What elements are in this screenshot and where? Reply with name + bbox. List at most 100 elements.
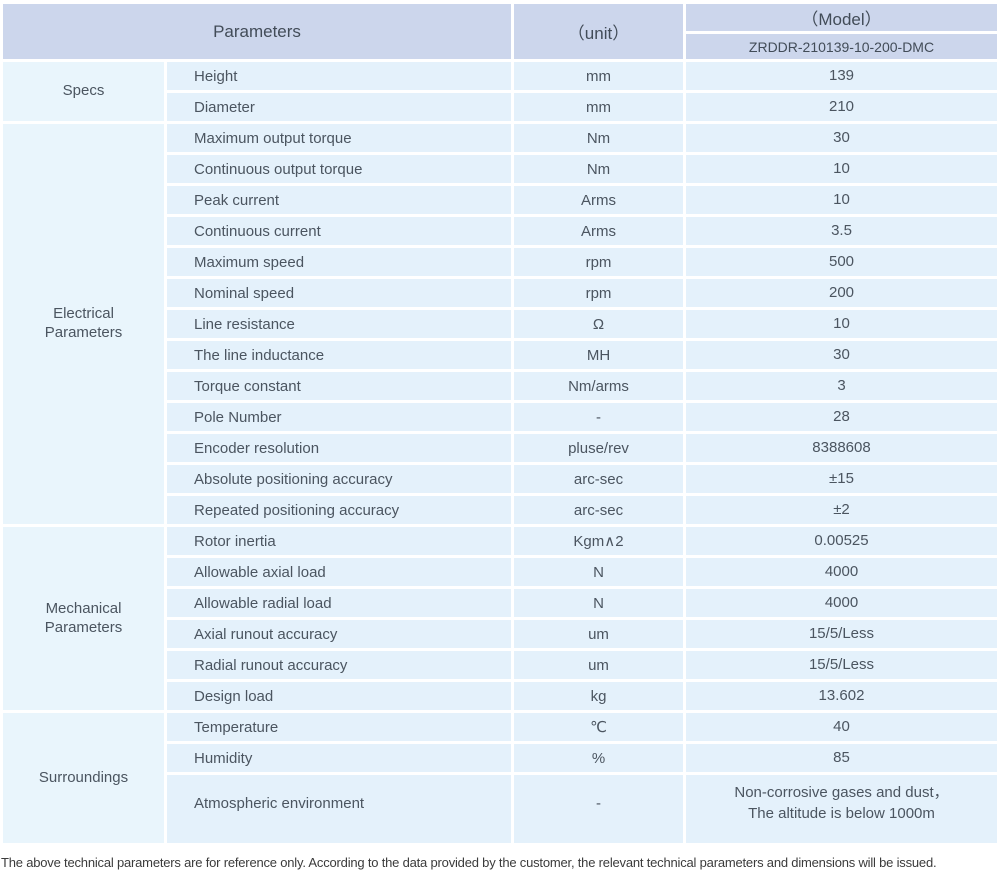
param-value: 15/5/Less	[686, 620, 997, 648]
table-row: Continuous current Arms 3.5	[3, 217, 997, 245]
param-name: Absolute positioning accuracy	[167, 465, 511, 493]
table-row: Allowable axial load N 4000	[3, 558, 997, 586]
table-body: Specs Height mm 139 Diameter mm 210 Electrical …	[3, 62, 997, 843]
param-value: 30	[686, 124, 997, 152]
param-name: Nominal speed	[167, 279, 511, 307]
param-unit: rpm	[514, 279, 683, 307]
table-header: Parameters （unit） （Model） ZRDDR-210139-1…	[3, 4, 997, 59]
param-value: 40	[686, 713, 997, 741]
footer-note: The above technical parameters are for r…	[1, 855, 937, 870]
table-row: Allowable radial load N 4000	[3, 589, 997, 617]
param-name: Humidity	[167, 744, 511, 772]
param-value: 10	[686, 310, 997, 338]
param-name: Allowable radial load	[167, 589, 511, 617]
table-row: Peak current Arms 10	[3, 186, 997, 214]
param-unit: Nm/arms	[514, 372, 683, 400]
header-parameters: Parameters	[3, 4, 511, 59]
table-row: Line resistance Ω 10	[3, 310, 997, 338]
section-label-mechanical: Mechanical Parameters	[3, 527, 164, 710]
param-unit: N	[514, 589, 683, 617]
param-name: Continuous current	[167, 217, 511, 245]
param-unit: -	[514, 403, 683, 431]
param-value: 85	[686, 744, 997, 772]
param-value: ±2	[686, 496, 997, 524]
param-value: 13.602	[686, 682, 997, 710]
param-value: 3.5	[686, 217, 997, 245]
param-value: 210	[686, 93, 997, 121]
param-value: 28	[686, 403, 997, 431]
param-unit: N	[514, 558, 683, 586]
param-value: 10	[686, 155, 997, 183]
spec-table: Parameters （unit） （Model） ZRDDR-210139-1…	[0, 1, 1000, 846]
param-unit: Kgm∧2	[514, 527, 683, 555]
param-unit: Arms	[514, 186, 683, 214]
param-value: 30	[686, 341, 997, 369]
param-unit: Arms	[514, 217, 683, 245]
param-value: Non-corrosive gases and dust， The altitu…	[686, 775, 997, 843]
param-unit: um	[514, 651, 683, 679]
header-row-top: Parameters （unit） （Model）	[3, 4, 997, 59]
param-name: Rotor inertia	[167, 527, 511, 555]
param-name: Height	[167, 62, 511, 90]
param-name: Maximum speed	[167, 248, 511, 276]
param-name: Axial runout accuracy	[167, 620, 511, 648]
param-unit: pluse/rev	[514, 434, 683, 462]
table-row: Radial runout accuracy um 15/5/Less	[3, 651, 997, 679]
table-row: Encoder resolution pluse/rev 8388608	[3, 434, 997, 462]
param-unit: rpm	[514, 248, 683, 276]
param-value: ±15	[686, 465, 997, 493]
header-unit: （unit）	[514, 4, 683, 59]
param-name: Maximum output torque	[167, 124, 511, 152]
param-name: The line inductance	[167, 341, 511, 369]
table-row: Mechanical Parameters Rotor inertia Kgm∧2 0…	[3, 527, 997, 710]
param-name: Torque constant	[167, 372, 511, 400]
table-row: Torque constant Nm/arms 3	[3, 372, 997, 400]
param-unit: -	[514, 775, 683, 843]
param-name: Encoder resolution	[167, 434, 511, 462]
param-name: Allowable axial load	[167, 558, 511, 586]
section-label-surroundings: Surroundings	[3, 713, 164, 843]
param-unit: mm	[514, 93, 683, 121]
param-name: Atmospheric environment	[167, 775, 511, 843]
param-unit: Nm	[514, 155, 683, 183]
section-label-specs: Specs	[3, 62, 164, 121]
param-unit: MH	[514, 341, 683, 369]
table-row: Maximum speed rpm 500	[3, 248, 997, 276]
param-unit: Nm	[514, 124, 683, 152]
header-model-number: ZRDDR-210139-10-200-DMC	[686, 34, 997, 59]
param-value: 4000	[686, 589, 997, 617]
table-row: Diameter mm 210	[3, 93, 997, 121]
table-row: Atmospheric environment - Non-corrosive ga…	[3, 775, 997, 843]
table-row: Humidity% 85	[3, 744, 997, 772]
param-name: Peak current	[167, 186, 511, 214]
param-name: Radial runout accuracy	[167, 651, 511, 679]
param-unit: arc-sec	[514, 465, 683, 493]
table-row: The line inductance MH 30	[3, 341, 997, 369]
table-row: Repeated positioning accuracy arc-sec ±2	[3, 496, 997, 524]
param-name: Line resistance	[167, 310, 511, 338]
param-name: Diameter	[167, 93, 511, 121]
param-value: 0.00525	[686, 527, 997, 555]
param-value: 15/5/Less	[686, 651, 997, 679]
table-row: Electrical Parameters Maximum output torq…	[3, 124, 997, 524]
param-unit: ℃	[514, 713, 683, 741]
header-model: （Model）	[686, 4, 997, 31]
param-unit: kg	[514, 682, 683, 710]
param-name: Design load	[167, 682, 511, 710]
param-unit: mm	[514, 62, 683, 90]
param-value: 139	[686, 62, 997, 90]
table-row: Surroundings Temperature ℃ 40	[3, 713, 997, 843]
table-row: Nominal speed rpm 200	[3, 279, 997, 307]
table-row: Continuous output torque Nm 10	[3, 155, 997, 183]
param-value: 8388608	[686, 434, 997, 462]
param-value: 10	[686, 186, 997, 214]
table-row: Specs Height mm 139	[3, 62, 997, 121]
header-row-model: ZRDDR-210139-10-200-DMC	[3, 34, 997, 59]
param-unit: %	[514, 744, 683, 772]
param-unit: um	[514, 620, 683, 648]
param-name: Temperature	[167, 713, 511, 741]
param-unit: arc-sec	[514, 496, 683, 524]
param-value: 500	[686, 248, 997, 276]
table-row: Design load kg 13.602	[3, 682, 997, 710]
param-name: Repeated positioning accuracy	[167, 496, 511, 524]
